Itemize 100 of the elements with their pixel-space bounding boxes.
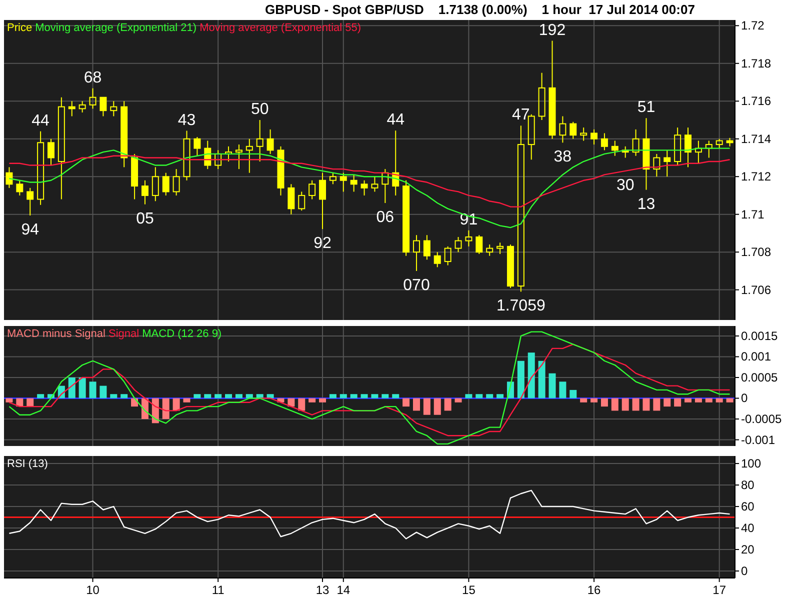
bar bbox=[434, 398, 441, 415]
y-tick-label: 40 bbox=[741, 521, 755, 536]
candlestick bbox=[726, 137, 734, 147]
y-tick-label: 100 bbox=[741, 456, 762, 471]
bar bbox=[642, 398, 650, 411]
x-tick-label: 11 bbox=[212, 583, 225, 597]
y-tick-label: 1.716 bbox=[741, 94, 772, 108]
bar bbox=[423, 398, 430, 415]
annotation: 44 bbox=[386, 112, 405, 129]
annotation: 94 bbox=[21, 221, 40, 238]
bar bbox=[68, 377, 76, 398]
bar bbox=[329, 394, 336, 398]
y-tick-label: 0.0005 bbox=[741, 370, 778, 384]
candlestick bbox=[559, 116, 566, 144]
bar bbox=[120, 394, 128, 398]
candlestick bbox=[246, 138, 253, 174]
bar bbox=[308, 398, 316, 402]
candlestick bbox=[266, 128, 274, 154]
annotation: 38 bbox=[554, 148, 572, 166]
candlestick bbox=[58, 96, 65, 200]
candlestick bbox=[642, 118, 650, 190]
bar bbox=[570, 390, 577, 398]
bar bbox=[684, 398, 692, 402]
annotation: 68 bbox=[84, 69, 102, 86]
line-series bbox=[8, 490, 730, 540]
bar bbox=[214, 394, 222, 398]
y-tick-label: 0.0015 bbox=[741, 328, 778, 343]
bar bbox=[726, 398, 734, 402]
bar bbox=[476, 394, 483, 398]
annotation: 51 bbox=[637, 99, 656, 116]
y-tick-label: 0 bbox=[741, 391, 748, 406]
bar bbox=[622, 398, 629, 411]
x-tick-label: 14 bbox=[336, 583, 350, 597]
candlestick bbox=[486, 244, 494, 256]
bar bbox=[600, 398, 608, 407]
bar bbox=[298, 398, 306, 411]
bar bbox=[172, 398, 180, 411]
annotation: 06 bbox=[376, 209, 394, 226]
line-series bbox=[8, 331, 730, 445]
annotation: 192 bbox=[538, 22, 566, 39]
bar bbox=[538, 360, 546, 398]
text: MACD minus Signal bbox=[7, 328, 108, 340]
x-tick-label: 17 bbox=[712, 583, 726, 597]
bar bbox=[694, 398, 702, 402]
bar bbox=[204, 394, 212, 398]
annotation: 30 bbox=[616, 176, 634, 194]
candlestick bbox=[548, 40, 556, 140]
annotation: 070 bbox=[403, 276, 430, 294]
bar bbox=[590, 398, 598, 402]
candlestick bbox=[412, 234, 420, 272]
bar bbox=[183, 398, 190, 402]
candlestick bbox=[78, 100, 86, 113]
y-tick-label: 80 bbox=[741, 478, 755, 492]
y-tick-label: -0.0005 bbox=[741, 412, 782, 426]
candlestick bbox=[6, 166, 13, 188]
bar bbox=[580, 398, 588, 402]
bar bbox=[350, 394, 358, 398]
bar bbox=[6, 398, 13, 402]
x-tick-label: 16 bbox=[587, 583, 602, 597]
bar bbox=[382, 394, 389, 398]
y-tick-label: 60 bbox=[741, 500, 755, 514]
bar bbox=[89, 382, 96, 398]
annotation: 50 bbox=[250, 101, 269, 118]
bar bbox=[402, 398, 410, 407]
candlestick bbox=[538, 72, 546, 120]
y-tick-label: 0 bbox=[741, 564, 748, 578]
candlestick bbox=[288, 184, 295, 215]
bar bbox=[705, 398, 712, 402]
bar bbox=[360, 394, 368, 398]
bar bbox=[371, 394, 378, 398]
bar bbox=[517, 360, 524, 398]
bar bbox=[528, 352, 535, 398]
bar bbox=[288, 398, 295, 407]
annotation: 05 bbox=[136, 210, 154, 228]
annotation: 13 bbox=[637, 196, 656, 213]
bar bbox=[100, 386, 107, 398]
y-tick-label: 20 bbox=[741, 542, 755, 557]
y-tick-label: 1.706 bbox=[741, 282, 772, 297]
bar bbox=[412, 398, 420, 411]
bar bbox=[392, 394, 400, 398]
bar bbox=[319, 398, 326, 402]
bar bbox=[486, 394, 494, 398]
bar bbox=[653, 398, 660, 411]
candlestick bbox=[120, 100, 128, 168]
text: Moving average (Exponential 55) bbox=[200, 22, 362, 34]
candlestick bbox=[632, 128, 640, 156]
annotation: 44 bbox=[32, 112, 50, 130]
bar bbox=[716, 398, 723, 402]
bar bbox=[559, 382, 566, 398]
y-tick-label: 1.72 bbox=[741, 18, 765, 33]
bar bbox=[496, 394, 504, 398]
bar bbox=[454, 398, 462, 402]
bar bbox=[26, 398, 34, 407]
text: MACD (12 26 9) bbox=[142, 328, 222, 340]
candlestick bbox=[68, 100, 76, 117]
y-tick-label: 1.71 bbox=[741, 207, 765, 222]
bar bbox=[444, 398, 452, 411]
chart-title: GBPUSD - Spot GBP/USD 1.7138 (0.00%) 1 hour 17 Jul 2014 00:07 bbox=[265, 2, 695, 17]
y-tick-label: 1.712 bbox=[741, 170, 772, 184]
bar bbox=[664, 398, 671, 407]
